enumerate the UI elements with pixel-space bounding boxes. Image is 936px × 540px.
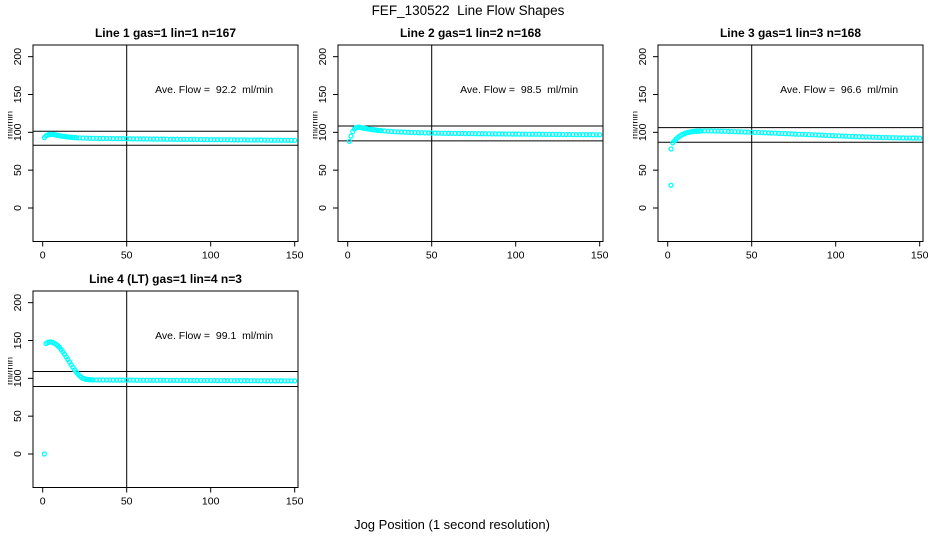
x-tick-label: 0 — [40, 250, 46, 262]
y-tick-label: 100 — [12, 369, 24, 387]
data-points — [668, 128, 923, 188]
panel-title: Line 4 (LT) gas=1 lin=4 n=3 — [89, 272, 242, 286]
x-tick-label: 50 — [746, 250, 758, 262]
y-tick-label: 150 — [637, 86, 649, 104]
figure-title: FEF_130522 Line Flow Shapes — [371, 3, 565, 18]
y-tick-label: 50 — [317, 164, 329, 176]
data-point — [597, 132, 603, 138]
y-tick-label: 50 — [12, 410, 24, 422]
plot-box — [657, 44, 924, 242]
panel-title: Line 1 gas=1 lin=1 n=167 — [95, 26, 236, 40]
data-points — [346, 124, 603, 145]
x-tick-label: 150 — [591, 250, 609, 262]
data-point — [292, 137, 298, 144]
y-tick-label: 100 — [317, 123, 329, 141]
panel-line-2-chart: 0 50 100 150 0 50 100 150 200 ml/min Line 2 gas=1 … — [313, 26, 609, 262]
panel-line-4-chart: 0 50 100 150 0 50 100 150 200 ml/min Line 4 (LT) g… — [8, 272, 304, 508]
y-tick-label: 200 — [12, 294, 24, 312]
panel-title: Line 2 gas=1 lin=2 n=168 — [400, 26, 541, 40]
x-tick-label: 50 — [426, 250, 438, 262]
y-axis-title: ml/min — [8, 357, 16, 385]
data-point — [292, 378, 298, 384]
y-tick-label: 0 — [12, 205, 24, 211]
x-tick-label: 0 — [40, 496, 46, 508]
y-tick-label: 50 — [12, 164, 24, 176]
x-tick-label: 0 — [665, 250, 671, 262]
y-tick-label: 150 — [12, 86, 24, 104]
y-tick-label: 0 — [12, 451, 24, 457]
ave-flow-annotation: Ave. Flow = 99.1 ml/min — [155, 330, 273, 342]
data-point — [668, 182, 674, 188]
x-tick-label: 100 — [202, 250, 220, 262]
y-tick-label: 0 — [637, 205, 649, 211]
y-tick-label: 200 — [12, 48, 24, 66]
figure-xlabel: Jog Position (1 second resolution) — [354, 517, 550, 532]
panel-title: Line 3 gas=1 lin=3 n=168 — [720, 26, 861, 40]
data-points — [41, 131, 298, 144]
plot-box — [32, 290, 299, 488]
ave-flow-annotation: Ave. Flow = 98.5 ml/min — [460, 84, 578, 96]
x-tick-label: 150 — [286, 250, 304, 262]
y-axis-title: ml/min — [633, 111, 641, 139]
y-tick-label: 150 — [317, 86, 329, 104]
y-tick-label: 0 — [317, 205, 329, 211]
x-tick-label: 50 — [121, 250, 133, 262]
x-tick-label: 50 — [121, 496, 133, 508]
data-point — [668, 146, 674, 152]
y-tick-label: 200 — [317, 48, 329, 66]
x-tick-label: 0 — [345, 250, 351, 262]
x-tick-label: 150 — [911, 250, 929, 262]
y-tick-label: 100 — [637, 123, 649, 141]
data-points — [41, 339, 298, 457]
y-tick-label: 150 — [12, 332, 24, 350]
ave-flow-annotation: Ave. Flow = 92.2 ml/min — [155, 84, 273, 96]
panel-line-1-chart: 0 50 100 150 0 50 100 150 200 ml/min Line 1 gas=1 … — [8, 26, 304, 262]
y-tick-label: 100 — [12, 123, 24, 141]
x-tick-label: 100 — [507, 250, 525, 262]
x-tick-label: 100 — [202, 496, 220, 508]
data-point — [346, 138, 353, 145]
y-axis-title: ml/min — [8, 111, 16, 139]
x-tick-label: 150 — [286, 496, 304, 508]
data-point — [917, 135, 923, 141]
x-tick-label: 100 — [827, 250, 845, 262]
y-tick-label: 200 — [637, 48, 649, 66]
y-axis-title: ml/min — [313, 111, 321, 139]
y-tick-label: 50 — [637, 164, 649, 176]
plot-box — [337, 44, 604, 242]
panel-line-3-chart: 0 50 100 150 0 50 100 150 200 ml/min Line 3 gas=1 … — [633, 26, 929, 262]
data-point — [348, 133, 354, 139]
plot-box — [32, 44, 299, 242]
ave-flow-annotation: Ave. Flow = 96.6 ml/min — [780, 84, 898, 96]
data-point — [41, 451, 48, 457]
